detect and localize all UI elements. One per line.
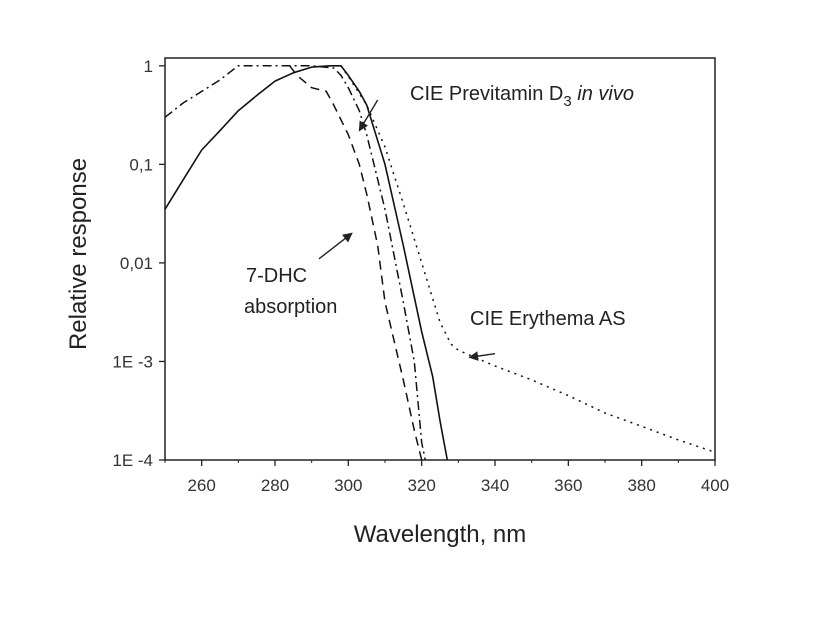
- x-tick-label: 340: [481, 476, 509, 495]
- x-tick-label: 300: [334, 476, 362, 495]
- series-line-dashdot: [164, 65, 427, 461]
- annotation-previtamin-label: CIE Previtamin D: [410, 83, 563, 105]
- y-tick-label: 0,01: [120, 254, 153, 273]
- annotation-previtamin-subscript: 3: [563, 93, 571, 110]
- series-line-dot: [340, 65, 716, 453]
- series-line-solid: [164, 65, 449, 461]
- annotation-previtamin-d3: CIE Previtamin D3 in vivo: [410, 83, 634, 110]
- y-tick-label: 1: [144, 57, 153, 76]
- y-tick-label: 1E -3: [112, 352, 153, 371]
- x-tick-label: 280: [261, 476, 289, 495]
- annotation-arrow-7dhc: [318, 232, 353, 260]
- x-tick-label: 380: [627, 476, 655, 495]
- annotation-arrow-previtamin: [358, 99, 379, 132]
- x-tick-label: 320: [407, 476, 435, 495]
- curves: [164, 65, 716, 461]
- x-axis-ticks: 260 280 300 320 340 360 380 400: [164, 460, 729, 495]
- y-tick-label: 0,1: [129, 155, 153, 174]
- annotation-cie-erythema: CIE Erythema AS: [470, 308, 626, 330]
- x-axis-title: Wavelength, nm: [354, 521, 527, 548]
- annotations: CIE Previtamin D3 in vivo 7-DHC absorpti…: [244, 83, 634, 361]
- y-tick-label: 1E -4: [112, 451, 153, 470]
- x-tick-label: 260: [187, 476, 215, 495]
- x-tick-label: 360: [554, 476, 582, 495]
- annotation-arrow-erythema: [468, 351, 496, 361]
- y-axis-title: Relative response: [65, 158, 92, 350]
- annotation-previtamin-in-vivo: in vivo: [572, 83, 634, 105]
- y-axis-ticks: 1E -4 1E -3 0,01 0,1 1: [112, 57, 165, 470]
- annotation-7dhc-line1: 7-DHC: [246, 265, 307, 287]
- annotation-7dhc-line2: absorption: [244, 296, 337, 318]
- series-line-dash: [289, 65, 423, 461]
- plot-frame: [164, 57, 716, 461]
- x-tick-label: 400: [701, 476, 729, 495]
